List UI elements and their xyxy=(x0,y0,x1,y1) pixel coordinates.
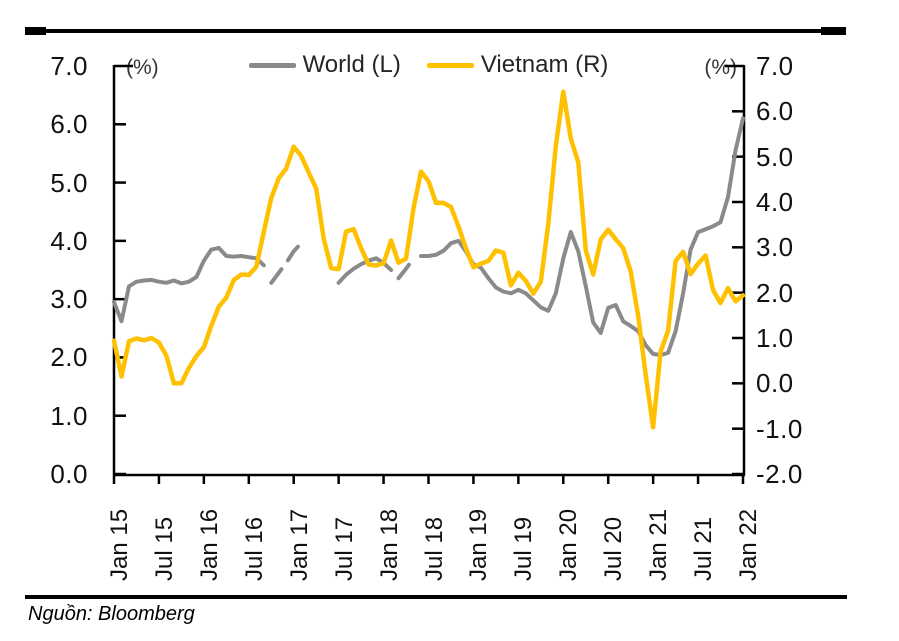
legend-item-vietnam: Vietnam (R) xyxy=(426,51,609,79)
x-axis-label: Jul 21 xyxy=(690,516,718,581)
left-axis-unit-label: (%) xyxy=(126,56,159,79)
y-axis-label-right: 4.0 xyxy=(756,187,794,217)
y-axis-label-left: 3.0 xyxy=(50,284,88,315)
world-line-solid-segment xyxy=(419,116,745,358)
y-axis-label-left: 2.0 xyxy=(50,342,88,373)
world-line-solid-segment xyxy=(112,245,266,324)
right-axis-unit-label: (%) xyxy=(704,56,737,79)
x-axis-label: Jul 20 xyxy=(600,516,628,581)
y-axis-label-right: 1.0 xyxy=(756,323,794,353)
legend-label-vietnam: Vietnam (R) xyxy=(480,51,609,78)
y-axis-label-left: 1.0 xyxy=(50,400,88,431)
y-axis-label-right: -1.0 xyxy=(756,413,803,444)
x-axis-label: Jan 20 xyxy=(555,508,583,581)
legend-item-world: World (L) xyxy=(248,51,401,79)
x-axis-label: Jul 15 xyxy=(150,516,178,581)
y-axis-label-right: 6.0 xyxy=(756,96,794,127)
y-axis-label-right: -2.0 xyxy=(756,459,803,489)
x-axis-label: Jan 22 xyxy=(735,508,762,581)
world-line-swatch xyxy=(248,62,296,68)
y-axis-label-right: 0.0 xyxy=(756,368,794,399)
x-axis-label: Jan 21 xyxy=(645,508,673,581)
y-axis-label-left: 5.0 xyxy=(50,167,88,198)
x-axis-label: Jan 17 xyxy=(285,508,313,581)
y-axis-label-left: 4.0 xyxy=(50,225,88,256)
y-axis-label-right: 2.0 xyxy=(756,277,794,308)
legend-label-world: World (L) xyxy=(302,51,401,78)
x-axis-label: Jan 18 xyxy=(375,508,403,581)
y-axis-label-right: 5.0 xyxy=(756,141,794,172)
x-axis-label: Jul 18 xyxy=(420,516,448,581)
top-border-right-cap xyxy=(821,27,846,35)
source-note: Nguồn: Bloomberg xyxy=(28,603,195,625)
vietnam-line-solid-segment xyxy=(111,89,746,430)
vietnam-line-swatch xyxy=(426,62,474,68)
y-axis-label-left: 0.0 xyxy=(50,459,88,489)
x-axis-label: Jan 19 xyxy=(465,508,493,581)
y-axis-label-left: 6.0 xyxy=(50,109,88,140)
source-divider-line xyxy=(25,595,847,599)
x-axis-label: Jul 17 xyxy=(330,516,358,581)
x-axis-label: Jul 19 xyxy=(510,516,538,581)
x-axis-label: Jan 16 xyxy=(195,508,223,581)
y-axis-label-right: 7.0 xyxy=(756,51,794,81)
y-axis-label-right: 3.0 xyxy=(756,232,794,263)
world-line-dashed-segment xyxy=(396,256,416,281)
x-axis-label: Jan 15 xyxy=(106,508,133,581)
chart-legend: World (L) Vietnam (R) xyxy=(114,50,743,80)
world-line-dashed-segment xyxy=(269,241,304,285)
y-axis-label-left: 7.0 xyxy=(50,51,88,81)
top-border-line xyxy=(25,29,846,33)
x-axis-label: Jul 16 xyxy=(240,516,268,581)
